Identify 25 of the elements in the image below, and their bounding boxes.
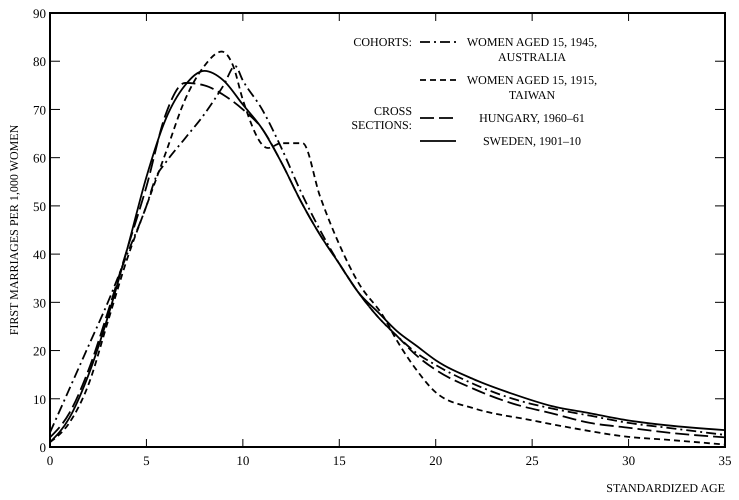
y-tick-label: 20 (33, 344, 46, 359)
annotation: CROSS SECTIONS: (351, 104, 412, 132)
x-tick-label: 35 (718, 453, 732, 468)
legend-label: WOMEN AGED 15, 1915, TAIWAN (466, 73, 598, 102)
y-axis-title: FIRST MARRIAGES PER 1,000 WOMEN (7, 124, 21, 336)
legend-label: HUNGARY, 1960–61 (479, 111, 585, 125)
annotation: COHORTS: (353, 35, 412, 49)
x-tick-label: 5 (143, 453, 150, 468)
legend-label: WOMEN AGED 15, 1945, AUSTRALIA (466, 35, 598, 64)
y-tick-label: 0 (40, 440, 46, 455)
y-tick-label: 90 (33, 6, 46, 21)
x-tick-label: 25 (526, 453, 539, 468)
y-tick-label: 80 (33, 54, 46, 70)
x-tick-label: 30 (622, 453, 636, 468)
x-axis-title: STANDARDIZED AGE (606, 481, 725, 495)
y-tick-label: 60 (33, 150, 46, 166)
legend-label: SWEDEN, 1901–10 (483, 134, 581, 148)
y-tick-label: 30 (33, 295, 46, 310)
y-tick-label: 50 (33, 198, 46, 214)
x-tick-label: 20 (429, 453, 442, 468)
x-tick-label: 10 (236, 453, 250, 468)
y-tick-label: 10 (33, 392, 46, 407)
x-tick-label: 15 (332, 453, 346, 468)
y-tick-label: 70 (33, 102, 46, 118)
y-tick-label: 40 (33, 247, 46, 262)
